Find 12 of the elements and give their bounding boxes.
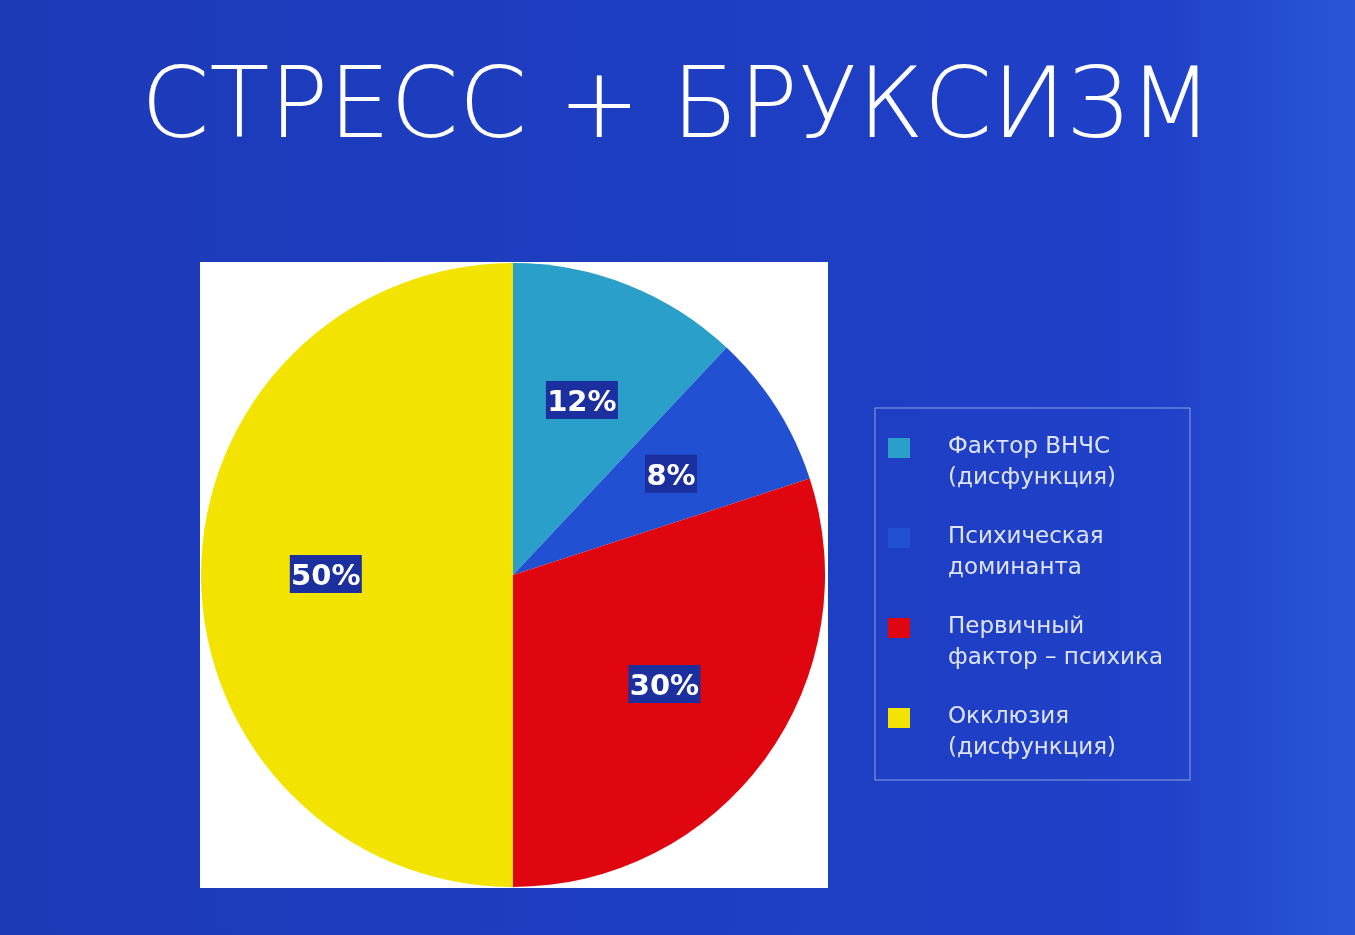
legend-label: Фактор ВНЧС (дисфункция) [948, 432, 1117, 489]
legend-label: Психическая доминанта [948, 522, 1104, 579]
legend-label: Первичный фактор – психика [948, 612, 1164, 669]
data-label: 12% [547, 383, 617, 418]
pie-slice [513, 263, 727, 575]
legend-label: Окклюзия (дисфункция) [948, 702, 1117, 759]
pie-slice [513, 347, 810, 575]
data-label: 30% [629, 668, 700, 703]
data-label: 50% [291, 558, 361, 592]
chart-title: СТРЕСС + БРУКСИЗМ [141, 46, 1213, 160]
data-label: 8% [646, 457, 696, 492]
pie-slice [201, 263, 513, 887]
